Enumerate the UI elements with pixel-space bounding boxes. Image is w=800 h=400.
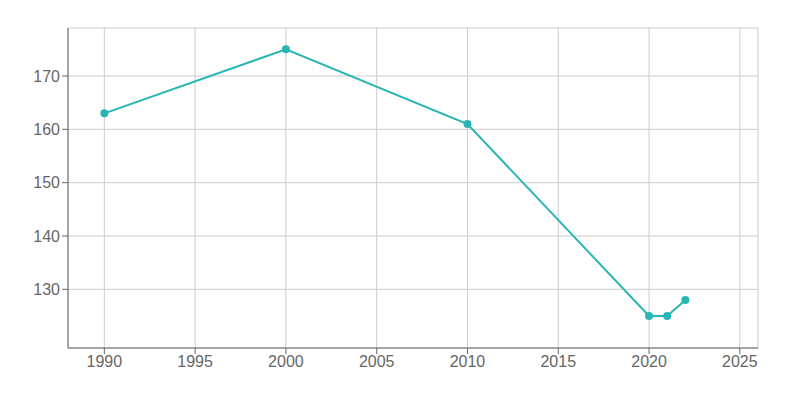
svg-text:2015: 2015 (540, 353, 576, 370)
svg-text:160: 160 (33, 121, 60, 138)
svg-text:130: 130 (33, 281, 60, 298)
svg-text:2025: 2025 (722, 353, 758, 370)
svg-text:2000: 2000 (268, 353, 304, 370)
svg-text:150: 150 (33, 174, 60, 191)
svg-text:2010: 2010 (450, 353, 486, 370)
svg-text:140: 140 (33, 228, 60, 245)
svg-text:170: 170 (33, 68, 60, 85)
svg-text:2020: 2020 (631, 353, 667, 370)
svg-text:2005: 2005 (359, 353, 395, 370)
svg-text:1990: 1990 (87, 353, 123, 370)
svg-text:1995: 1995 (177, 353, 213, 370)
